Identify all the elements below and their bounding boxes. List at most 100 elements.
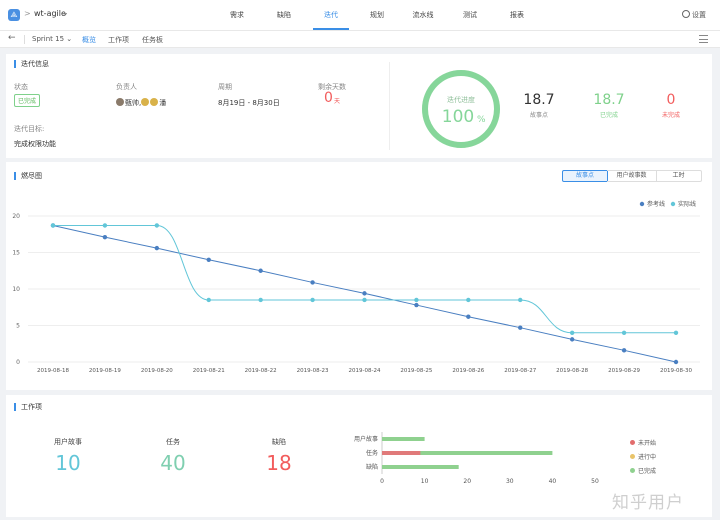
legend-label-reference: 参考线 [647, 200, 665, 208]
x-tick-label: 2019-08-18 [37, 368, 69, 374]
gauge-value: 100 [442, 107, 474, 127]
segment-story-points[interactable]: 故事点 [562, 170, 608, 182]
legend-label-actual: 实际线 [678, 200, 696, 208]
nav-item-planning[interactable]: 规划 [370, 11, 384, 19]
legend-not-started: 未开始 [630, 438, 656, 447]
category-label: 任务 [366, 449, 378, 457]
task-count-label: 任务 [166, 438, 180, 446]
story-points-done: 18.7 [593, 92, 625, 108]
x-tick-label: 40 [549, 478, 557, 485]
data-point-reference [206, 257, 211, 262]
data-point-actual [673, 330, 679, 335]
x-tick-label: 2019-08-23 [297, 368, 329, 374]
data-point-actual [569, 330, 575, 335]
x-tick-label: 2019-08-24 [349, 368, 381, 374]
top-nav: ⟁ > wt-agile ⌄ 需求 缺陷 迭代 规划 流水线 测试 报表 设置 [0, 0, 720, 31]
data-point-actual [154, 223, 160, 228]
data-point-reference [466, 314, 471, 319]
task-count: 40 [160, 451, 186, 475]
nav-item-pipeline[interactable]: 流水线 [412, 11, 434, 19]
bar-done [382, 437, 425, 441]
legend-marker-reference [639, 201, 645, 207]
owner-extra: 潘 [159, 99, 167, 107]
nav-item-reports[interactable]: 报表 [510, 11, 524, 19]
x-tick-label: 0 [380, 478, 384, 485]
nav-item-iteration[interactable]: 迭代 [324, 11, 338, 19]
x-tick-label: 2019-08-19 [89, 368, 121, 374]
owner-label: 负责人 [116, 83, 137, 91]
data-point-actual [206, 297, 211, 303]
nav-item-requirements[interactable]: 需求 [230, 11, 244, 19]
tab-work-items[interactable]: 工作项 [108, 36, 129, 44]
period-value: 8月19日 - 8月30日 [218, 99, 280, 107]
legend-label: 已完成 [638, 468, 657, 475]
divider [24, 35, 25, 44]
data-point-reference [362, 291, 367, 296]
divider [389, 62, 390, 150]
data-point-actual [50, 223, 56, 228]
remaining-days-value: 0 [324, 90, 333, 106]
y-tick-label: 20 [12, 213, 20, 220]
segment-story-count[interactable]: 用户故事数 [607, 170, 657, 182]
story-points-total: 18.7 [523, 92, 555, 108]
progress-gauge: 迭代进度 100 % [416, 64, 506, 154]
tab-overview[interactable]: 概览 [82, 36, 96, 44]
owner-value[interactable]: 甄帅, 潘 [116, 98, 166, 108]
burndown-card: 燃尽图 [6, 162, 712, 390]
chevron-down-icon: ⌄ [66, 35, 73, 43]
goal-label: 迭代目标: [14, 125, 45, 133]
series-line-actual [53, 224, 676, 334]
project-name[interactable]: wt-agile [34, 9, 66, 18]
dot-icon [630, 468, 635, 473]
x-tick-label: 2019-08-26 [452, 368, 484, 374]
x-tick-label: 2019-08-25 [400, 368, 432, 374]
owner-name: 甄帅, [125, 99, 142, 107]
x-tick-label: 20 [463, 478, 471, 485]
story-points-undone-label: 未完成 [661, 112, 680, 119]
x-tick-label: 10 [421, 478, 429, 485]
tab-task-board[interactable]: 任务板 [142, 36, 163, 44]
dot-icon [630, 440, 635, 445]
chevron-down-icon[interactable]: ⌄ [62, 8, 69, 17]
status-label: 状态 [14, 83, 28, 91]
data-point-actual [362, 297, 367, 303]
breadcrumb-separator-icon: > [24, 9, 31, 18]
gauge-arc [422, 70, 500, 148]
active-nav-indicator [313, 28, 349, 30]
category-label: 缺陷 [366, 463, 378, 471]
y-tick-label: 15 [12, 250, 20, 257]
settings-button[interactable]: 设置 [682, 10, 706, 20]
data-point-reference [569, 337, 575, 342]
x-tick-label: 2019-08-27 [504, 368, 536, 374]
story-points-done-label: 已完成 [599, 112, 618, 119]
data-point-reference [518, 325, 523, 330]
goal-value: 完成权限功能 [14, 140, 56, 148]
defect-count-label: 缺陷 [272, 438, 286, 446]
burndown-chart: 0 5 10 15 20 2019-08-18 2019-08-19 2019-08-20 20… [12, 200, 700, 374]
data-point-actual [102, 223, 108, 228]
sprint-name: Sprint 15 [32, 35, 65, 43]
data-point-reference [621, 348, 627, 353]
x-tick-label: 50 [591, 478, 599, 485]
nav-item-testing[interactable]: 测试 [463, 11, 477, 19]
back-arrow-icon[interactable]: ← [8, 33, 16, 43]
gauge-unit: % [477, 115, 486, 125]
y-tick-label: 5 [16, 323, 20, 330]
legend-label: 未开始 [638, 440, 657, 447]
segment-work-hours[interactable]: 工时 [656, 170, 702, 182]
x-tick-label: 2019-08-29 [608, 368, 640, 374]
x-tick-label: 2019-08-22 [245, 368, 277, 374]
story-points-total-label: 故事点 [529, 112, 548, 119]
bar-done [382, 465, 459, 469]
nav-item-defects[interactable]: 缺陷 [277, 11, 291, 19]
data-point-reference [102, 234, 108, 240]
legend-in-progress: 进行中 [630, 452, 656, 461]
data-point-actual [414, 297, 419, 303]
gauge-label: 迭代进度 [447, 95, 475, 104]
remaining-days-unit: 天 [334, 98, 341, 105]
project-logo-icon[interactable]: ⟁ [8, 9, 20, 21]
card-title: 工作项 [14, 403, 42, 411]
list-view-icon[interactable] [699, 35, 708, 43]
sprint-selector[interactable]: Sprint 15 ⌄ [32, 35, 72, 43]
